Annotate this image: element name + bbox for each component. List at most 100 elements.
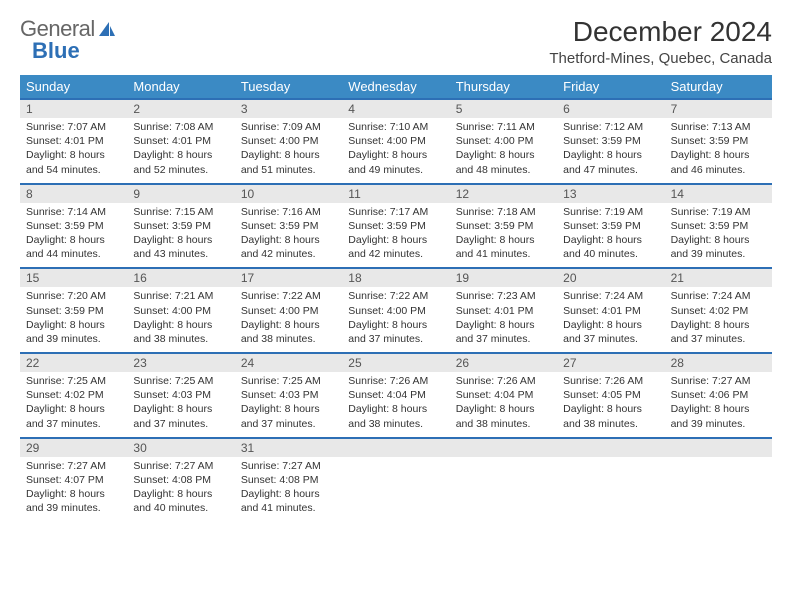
sunset-text: Sunset: 4:00 PM bbox=[133, 304, 228, 318]
daylight-text: Daylight: 8 hours and 38 minutes. bbox=[133, 318, 228, 346]
day-details: Sunrise: 7:22 AMSunset: 4:00 PMDaylight:… bbox=[342, 287, 449, 352]
sunset-text: Sunset: 4:08 PM bbox=[133, 473, 228, 487]
sunset-text: Sunset: 4:06 PM bbox=[671, 388, 766, 402]
daylight-text: Daylight: 8 hours and 38 minutes. bbox=[563, 402, 658, 430]
day-number: 15 bbox=[20, 269, 127, 287]
day-details: Sunrise: 7:17 AMSunset: 3:59 PMDaylight:… bbox=[342, 203, 449, 268]
header: General December 2024 Thetford-Mines, Qu… bbox=[20, 16, 772, 67]
sunrise-text: Sunrise: 7:19 AM bbox=[563, 205, 658, 219]
daylight-text: Daylight: 8 hours and 42 minutes. bbox=[241, 233, 336, 261]
sunrise-text: Sunrise: 7:21 AM bbox=[133, 289, 228, 303]
day-details: Sunrise: 7:27 AMSunset: 4:08 PMDaylight:… bbox=[127, 457, 234, 522]
day-number: 24 bbox=[235, 354, 342, 372]
day-details: Sunrise: 7:27 AMSunset: 4:07 PMDaylight:… bbox=[20, 457, 127, 522]
day-number: 12 bbox=[450, 185, 557, 203]
sunset-text: Sunset: 3:59 PM bbox=[241, 219, 336, 233]
daylight-text: Daylight: 8 hours and 37 minutes. bbox=[241, 402, 336, 430]
title-block: December 2024 Thetford-Mines, Quebec, Ca… bbox=[549, 16, 772, 67]
day-number: 30 bbox=[127, 439, 234, 457]
daylight-text: Daylight: 8 hours and 46 minutes. bbox=[671, 148, 766, 176]
calendar: Sunday Monday Tuesday Wednesday Thursday… bbox=[20, 75, 772, 521]
sunrise-text: Sunrise: 7:27 AM bbox=[133, 459, 228, 473]
sunset-text: Sunset: 4:00 PM bbox=[348, 134, 443, 148]
daylight-text: Daylight: 8 hours and 38 minutes. bbox=[241, 318, 336, 346]
day-number: 3 bbox=[235, 100, 342, 118]
day-details: Sunrise: 7:11 AMSunset: 4:00 PMDaylight:… bbox=[450, 118, 557, 183]
location-text: Thetford-Mines, Quebec, Canada bbox=[549, 50, 772, 67]
dayname-header-row: Sunday Monday Tuesday Wednesday Thursday… bbox=[20, 75, 772, 98]
day-details: Sunrise: 7:26 AMSunset: 4:04 PMDaylight:… bbox=[450, 372, 557, 437]
week-details-row: Sunrise: 7:25 AMSunset: 4:02 PMDaylight:… bbox=[20, 372, 772, 437]
day-number: 28 bbox=[665, 354, 772, 372]
sunset-text: Sunset: 3:59 PM bbox=[456, 219, 551, 233]
sunrise-text: Sunrise: 7:16 AM bbox=[241, 205, 336, 219]
sunset-text: Sunset: 3:59 PM bbox=[563, 134, 658, 148]
sunrise-text: Sunrise: 7:27 AM bbox=[671, 374, 766, 388]
day-details: Sunrise: 7:24 AMSunset: 4:02 PMDaylight:… bbox=[665, 287, 772, 352]
daylight-text: Daylight: 8 hours and 52 minutes. bbox=[133, 148, 228, 176]
sunrise-text: Sunrise: 7:24 AM bbox=[563, 289, 658, 303]
day-details bbox=[557, 457, 664, 522]
logo-sail-icon bbox=[97, 20, 117, 38]
sunrise-text: Sunrise: 7:26 AM bbox=[456, 374, 551, 388]
day-number: 25 bbox=[342, 354, 449, 372]
sunset-text: Sunset: 4:01 PM bbox=[26, 134, 121, 148]
day-details: Sunrise: 7:27 AMSunset: 4:06 PMDaylight:… bbox=[665, 372, 772, 437]
day-number: 20 bbox=[557, 269, 664, 287]
daylight-text: Daylight: 8 hours and 40 minutes. bbox=[563, 233, 658, 261]
sunset-text: Sunset: 4:00 PM bbox=[241, 304, 336, 318]
day-number: 29 bbox=[20, 439, 127, 457]
sunrise-text: Sunrise: 7:27 AM bbox=[241, 459, 336, 473]
day-number: 14 bbox=[665, 185, 772, 203]
daylight-text: Daylight: 8 hours and 38 minutes. bbox=[456, 402, 551, 430]
day-details: Sunrise: 7:15 AMSunset: 3:59 PMDaylight:… bbox=[127, 203, 234, 268]
dayname-thursday: Thursday bbox=[450, 75, 557, 98]
sunset-text: Sunset: 4:01 PM bbox=[133, 134, 228, 148]
week-daynum-row: 22232425262728 bbox=[20, 352, 772, 372]
sunset-text: Sunset: 4:08 PM bbox=[241, 473, 336, 487]
day-number: 10 bbox=[235, 185, 342, 203]
daylight-text: Daylight: 8 hours and 41 minutes. bbox=[241, 487, 336, 515]
sunset-text: Sunset: 3:59 PM bbox=[671, 219, 766, 233]
sunset-text: Sunset: 4:05 PM bbox=[563, 388, 658, 402]
sunrise-text: Sunrise: 7:15 AM bbox=[133, 205, 228, 219]
sunrise-text: Sunrise: 7:24 AM bbox=[671, 289, 766, 303]
sunset-text: Sunset: 3:59 PM bbox=[133, 219, 228, 233]
sunset-text: Sunset: 3:59 PM bbox=[563, 219, 658, 233]
day-number: 4 bbox=[342, 100, 449, 118]
daylight-text: Daylight: 8 hours and 54 minutes. bbox=[26, 148, 121, 176]
week-details-row: Sunrise: 7:07 AMSunset: 4:01 PMDaylight:… bbox=[20, 118, 772, 183]
day-details: Sunrise: 7:25 AMSunset: 4:03 PMDaylight:… bbox=[127, 372, 234, 437]
sunset-text: Sunset: 3:59 PM bbox=[348, 219, 443, 233]
daylight-text: Daylight: 8 hours and 39 minutes. bbox=[26, 318, 121, 346]
day-details: Sunrise: 7:25 AMSunset: 4:02 PMDaylight:… bbox=[20, 372, 127, 437]
sunset-text: Sunset: 4:01 PM bbox=[563, 304, 658, 318]
week-daynum-row: 1234567 bbox=[20, 98, 772, 118]
day-details bbox=[665, 457, 772, 522]
sunset-text: Sunset: 4:03 PM bbox=[133, 388, 228, 402]
sunrise-text: Sunrise: 7:13 AM bbox=[671, 120, 766, 134]
sunrise-text: Sunrise: 7:26 AM bbox=[563, 374, 658, 388]
sunrise-text: Sunrise: 7:08 AM bbox=[133, 120, 228, 134]
sunrise-text: Sunrise: 7:25 AM bbox=[26, 374, 121, 388]
day-number: 31 bbox=[235, 439, 342, 457]
logo-text-blue: Blue bbox=[32, 38, 80, 63]
day-number: 22 bbox=[20, 354, 127, 372]
sunset-text: Sunset: 4:03 PM bbox=[241, 388, 336, 402]
sunrise-text: Sunrise: 7:10 AM bbox=[348, 120, 443, 134]
day-details: Sunrise: 7:26 AMSunset: 4:04 PMDaylight:… bbox=[342, 372, 449, 437]
sunrise-text: Sunrise: 7:27 AM bbox=[26, 459, 121, 473]
day-number bbox=[665, 439, 772, 457]
daylight-text: Daylight: 8 hours and 37 minutes. bbox=[563, 318, 658, 346]
day-details: Sunrise: 7:07 AMSunset: 4:01 PMDaylight:… bbox=[20, 118, 127, 183]
day-details: Sunrise: 7:27 AMSunset: 4:08 PMDaylight:… bbox=[235, 457, 342, 522]
daylight-text: Daylight: 8 hours and 41 minutes. bbox=[456, 233, 551, 261]
day-details bbox=[450, 457, 557, 522]
day-number: 5 bbox=[450, 100, 557, 118]
day-number: 26 bbox=[450, 354, 557, 372]
day-details: Sunrise: 7:24 AMSunset: 4:01 PMDaylight:… bbox=[557, 287, 664, 352]
dayname-monday: Monday bbox=[127, 75, 234, 98]
page-title: December 2024 bbox=[549, 16, 772, 48]
sunrise-text: Sunrise: 7:25 AM bbox=[133, 374, 228, 388]
daylight-text: Daylight: 8 hours and 39 minutes. bbox=[671, 233, 766, 261]
